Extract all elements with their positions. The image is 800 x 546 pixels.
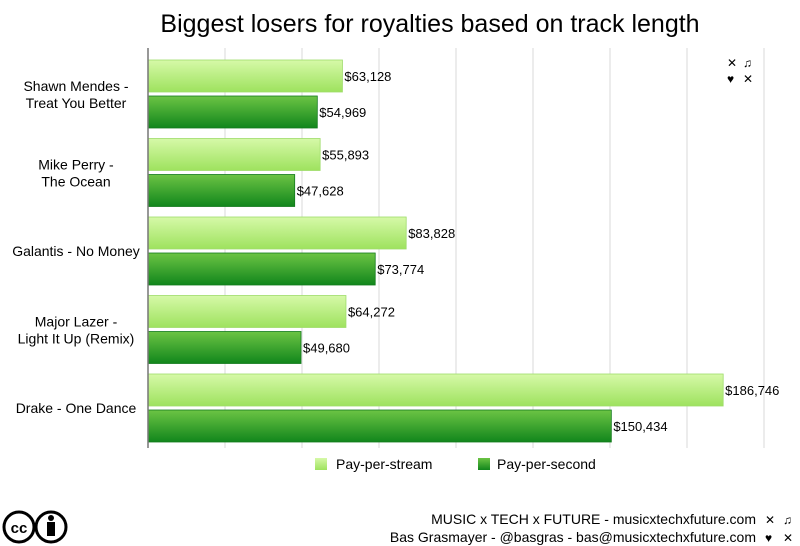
data-label: $186,746 [725, 383, 779, 398]
legend: Pay-per-stream Pay-per-second [315, 456, 596, 472]
svg-text:✕: ✕ [743, 72, 753, 86]
data-label: $63,128 [344, 69, 391, 84]
data-label: $49,680 [303, 341, 350, 356]
legend-label-pay-per-stream: Pay-per-stream [336, 456, 432, 472]
data-label: $47,628 [297, 184, 344, 199]
category-label: Major Lazer -Light It Up (Remix) [18, 314, 135, 347]
bar-pay-per-second [147, 252, 376, 286]
watermark-logo-icon: ✕ ♫ ♥ ✕ [727, 56, 753, 86]
cc-by-license-icon: cc [2, 510, 68, 544]
bar-pay-per-second [147, 95, 318, 129]
svg-text:♥: ♥ [765, 531, 772, 545]
footer-line-1: MUSIC x TECH x FUTURE - musicxtechxfutur… [431, 511, 756, 527]
category-label: Mike Perry -The Ocean [38, 157, 114, 190]
data-label: $73,774 [377, 262, 424, 277]
bar-pay-per-stream [147, 216, 407, 250]
data-label: $83,828 [408, 226, 455, 241]
category-labels: Shawn Mendes -Treat You Better Mike Perry… [12, 78, 140, 416]
legend-swatch-pay-per-stream [315, 458, 327, 470]
svg-text:✕: ✕ [765, 513, 775, 527]
svg-text:✕: ✕ [727, 56, 737, 70]
data-label: $55,893 [322, 148, 369, 163]
svg-text:cc: cc [11, 520, 28, 537]
svg-text:✕: ✕ [783, 531, 793, 545]
bars: $63,128 $54,969 $55,893 $47,628 $83,828 $73,7… [147, 59, 779, 443]
category-label: Drake - One Dance [16, 400, 137, 416]
bar-pay-per-stream [147, 295, 347, 328]
footer-logo-icon: ✕ ♫ ♥ ✕ [765, 513, 793, 545]
data-label: $64,272 [348, 305, 395, 320]
svg-text:♫: ♫ [743, 56, 752, 70]
bar-pay-per-stream [147, 373, 724, 407]
category-label: Shawn Mendes -Treat You Better [23, 78, 128, 111]
legend-swatch-pay-per-second [478, 458, 490, 470]
bar-pay-per-second [147, 331, 302, 364]
svg-text:♫: ♫ [783, 513, 792, 527]
bar-pay-per-second [147, 174, 296, 207]
bar-pay-per-second [147, 409, 612, 443]
chart-title: Biggest losers for royalties based on tr… [160, 10, 699, 38]
bar-pay-per-stream [147, 59, 343, 93]
data-label: $150,434 [613, 419, 667, 434]
bar-pay-per-stream [147, 138, 321, 171]
footer-line-2: Bas Grasmayer - @basgras - bas@musicxtec… [390, 529, 756, 545]
legend-label-pay-per-second: Pay-per-second [497, 456, 596, 472]
data-label: $54,969 [319, 105, 366, 120]
svg-text:♥: ♥ [727, 72, 734, 86]
category-label: Galantis - No Money [12, 243, 140, 259]
